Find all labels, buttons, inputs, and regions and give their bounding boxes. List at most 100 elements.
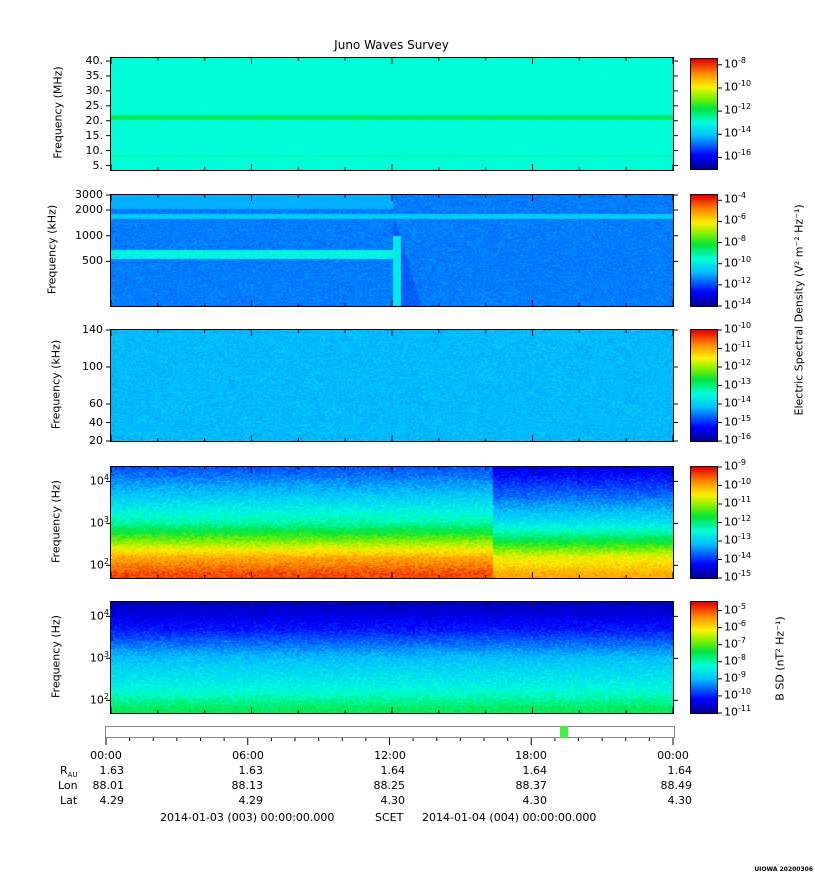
- tick-exponent: -16: [738, 432, 752, 441]
- tick-exponent: -14: [738, 297, 752, 306]
- colorbar-tick-label: 10-7: [724, 636, 746, 651]
- colorbar-5: [691, 602, 717, 713]
- tick-base: 10: [89, 559, 104, 573]
- tick-exponent: 4: [103, 608, 109, 618]
- tick-base: 10: [724, 496, 738, 510]
- tick-exponent: -6: [738, 618, 746, 628]
- tick-exponent: -16: [738, 148, 752, 158]
- colorbar-tick-label: 10-5: [724, 602, 746, 617]
- tick-base: 10: [724, 150, 738, 164]
- tick-base: 10: [724, 214, 738, 228]
- y-tick-label: 5.: [92, 158, 104, 172]
- ephem-lat-value: 4.29: [238, 794, 264, 807]
- tick-exponent: -12: [738, 102, 752, 112]
- colorbar-tick-label: 10-4: [724, 191, 746, 206]
- tick-base: 10: [724, 256, 738, 270]
- tick-exponent: 2: [103, 692, 109, 702]
- ephem-r-value: 1.64: [522, 764, 548, 777]
- tick-exponent: -12: [738, 358, 752, 367]
- y-tick-label: 25.: [85, 98, 104, 112]
- tick-exponent: -12: [738, 275, 752, 285]
- ephem-label-lat: Lat: [60, 794, 78, 807]
- tick-base: 10: [724, 433, 738, 447]
- tick-base: 10: [724, 277, 738, 291]
- tick-exponent: -10: [738, 254, 752, 264]
- credit-stamp: UIOWA 20200306: [754, 866, 813, 873]
- colorbar-tick-label: 10-11: [724, 495, 751, 510]
- tick-exponent: 3: [103, 650, 109, 660]
- tick-exponent: -11: [738, 339, 752, 349]
- colorbar-tick-label: 10-14: [724, 297, 751, 312]
- y-tick-label: 3000: [75, 188, 103, 201]
- time-strip: [105, 726, 675, 738]
- x-tick-2: 12:00: [374, 749, 406, 762]
- tick-exponent: -14: [738, 550, 752, 560]
- tick-exponent: -13: [738, 376, 752, 386]
- tick-base: 10: [724, 478, 738, 492]
- tick-base: 10: [724, 298, 738, 312]
- tick-base: 10: [724, 620, 738, 634]
- y-tick-label: 60: [89, 397, 103, 410]
- tick-base: 10: [89, 517, 104, 531]
- ephem-r-value: 1.64: [667, 764, 693, 777]
- colorbar-tick-label: 10-12: [724, 514, 751, 529]
- y-tick-label: 102: [59, 557, 109, 572]
- y-tick-label: 104: [59, 608, 109, 623]
- ephem-lat-value: 4.29: [99, 794, 125, 807]
- y-tick-label: 20: [89, 434, 103, 447]
- colorbar-2: [691, 195, 717, 306]
- colorbar-tick-label: 10-14: [724, 125, 751, 140]
- colorbar-tick-label: 10-12: [724, 358, 751, 373]
- y-tick-label: 15.: [85, 128, 104, 142]
- colorbar-tick-label: 10-13: [724, 377, 751, 392]
- y-tick-label: 103: [59, 515, 109, 530]
- y-tick-label: 40: [89, 415, 103, 429]
- tick-base: 10: [724, 533, 738, 547]
- tick-exponent: -5: [738, 601, 746, 611]
- tick-exponent: 4: [103, 473, 109, 483]
- tick-base: 10: [724, 570, 738, 584]
- colorbar-tick-label: 10-11: [724, 704, 751, 719]
- y-tick-label: 20.: [85, 113, 104, 127]
- colorbar-label-magnetic: B SD (nT² Hz⁻¹): [773, 616, 787, 701]
- tick-exponent: -4: [738, 191, 746, 201]
- colorbar-tick-label: 10-16: [724, 148, 751, 163]
- tick-base: 10: [724, 415, 738, 429]
- ephem-lat-value: 4.30: [522, 794, 548, 807]
- colorbar-4: [691, 467, 717, 578]
- tick-base: 10: [724, 80, 738, 94]
- y-tick-label: 100: [82, 360, 103, 373]
- colorbar-tick-label: 10-8: [724, 56, 746, 71]
- ephem-lon-value: 88.37: [515, 779, 548, 792]
- colorbar-tick-label: 10-10: [724, 79, 751, 94]
- tick-exponent: -10: [738, 78, 752, 88]
- tick-base: 10: [724, 322, 738, 336]
- footer-start: 2014-01-03 (003) 00:00:00.000: [160, 811, 335, 824]
- y-tick-label: 104: [59, 473, 109, 488]
- tick-exponent: -14: [738, 395, 752, 404]
- colorbar-tick-label: 10-10: [724, 687, 751, 702]
- tick-exponent: 2: [103, 557, 109, 567]
- colorbar-tick-label: 10-12: [724, 102, 751, 117]
- ephem-r-value: 1.64: [380, 764, 406, 777]
- x-tick-4: 00:00: [657, 749, 689, 762]
- tick-exponent: -6: [738, 212, 746, 222]
- ephem-lon-value: 88.13: [231, 779, 264, 792]
- y-tick-label: 2000: [75, 203, 103, 217]
- colorbar-tick-label: 10-9: [724, 458, 746, 473]
- tick-base: 10: [724, 654, 738, 668]
- tick-base: 10: [724, 103, 738, 117]
- ephem-label-lon: Lon: [58, 779, 78, 792]
- ephem-lon-value: 88.25: [373, 779, 406, 792]
- footer-scet: SCET: [375, 811, 404, 824]
- colorbar-tick-label: 10-6: [724, 212, 746, 227]
- tick-exponent: -15: [738, 413, 752, 423]
- tick-base: 10: [724, 57, 738, 71]
- tick-base: 10: [724, 378, 738, 392]
- colorbar-tick-label: 10-12: [724, 276, 751, 291]
- colorbar-tick-label: 10-10: [724, 255, 751, 270]
- ephem-lat-value: 4.30: [380, 794, 406, 807]
- tick-exponent: -9: [738, 458, 746, 467]
- x-tick-0: 00:00: [90, 749, 122, 762]
- y-tick-label: 10.: [85, 143, 104, 157]
